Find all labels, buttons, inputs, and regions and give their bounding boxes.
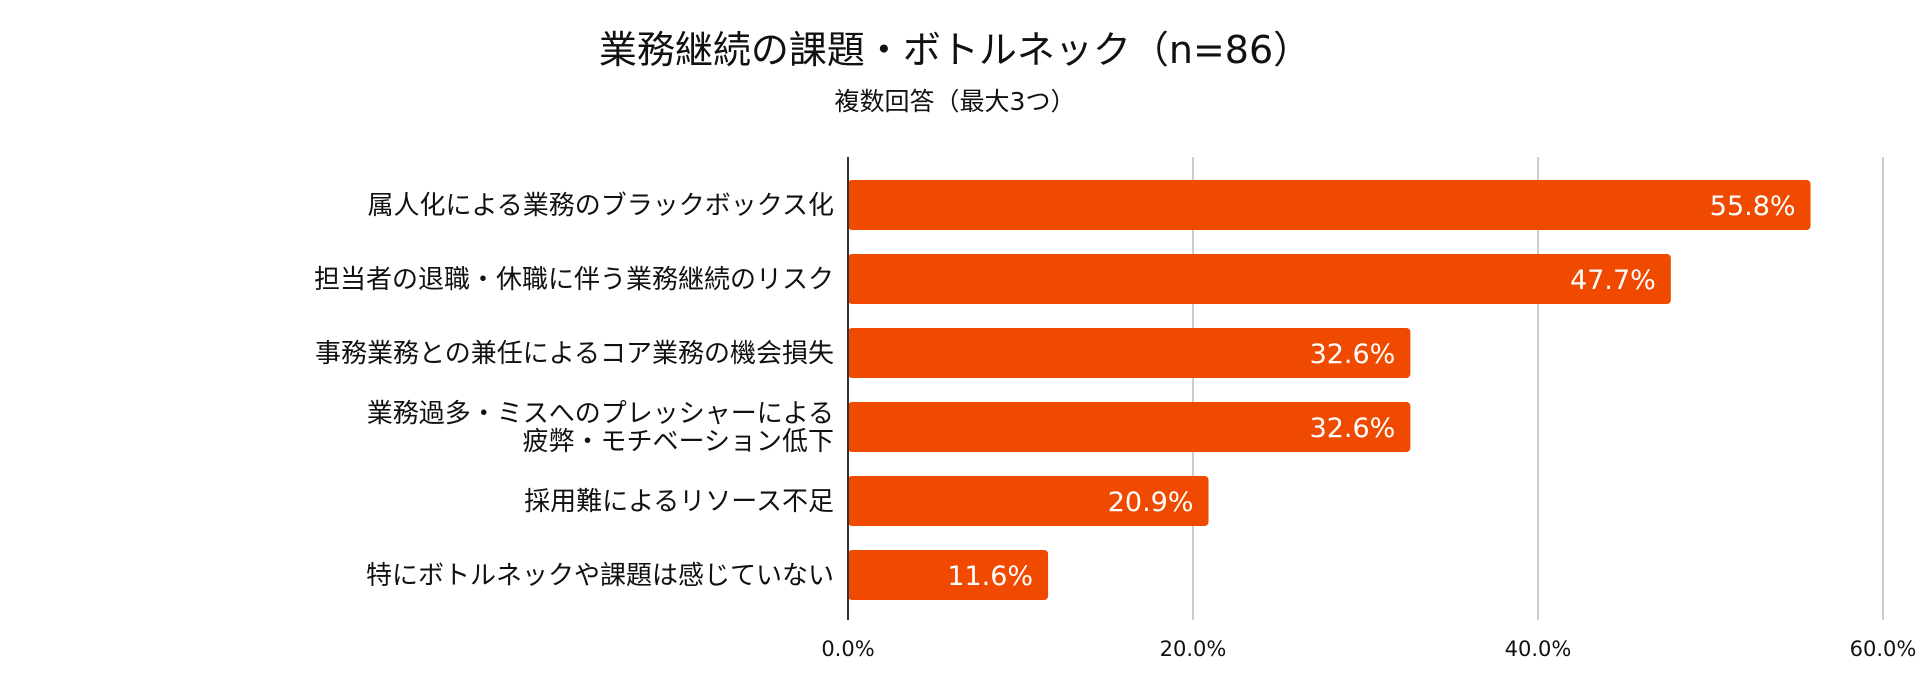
x-axis-tick-labels: 0.0% 20.0% 40.0% 60.0%: [821, 637, 1916, 661]
bar-value-label: 32.6%: [1310, 413, 1396, 444]
x-tick-label: 60.0%: [1850, 637, 1917, 661]
category-label: 採用難によるリソース不足: [524, 487, 834, 517]
bar: [848, 180, 1811, 230]
bar-value-label: 32.6%: [1310, 339, 1396, 370]
category-label: 特にボトルネックや課題は感じていない: [366, 561, 834, 591]
chart-title: 業務継続の課題・ボトルネック（n=86）: [599, 28, 1311, 72]
category-label: 属人化による業務のブラックボックス化: [368, 191, 834, 221]
bar-value-label: 20.9%: [1108, 487, 1194, 518]
bar: [848, 402, 1411, 452]
bar-value-label: 55.8%: [1710, 191, 1796, 222]
bar: [848, 254, 1671, 304]
bar: [848, 328, 1411, 378]
category-label: 業務過多・ミスへのプレッシャーによる: [367, 399, 834, 429]
x-tick-label: 0.0%: [821, 637, 874, 661]
category-label: 疲弊・モチベーション低下: [523, 427, 834, 457]
grid-lines: [1192, 157, 1884, 620]
category-labels: 属人化による業務のブラックボックス化担当者の退職・休職に伴う業務継続のリスク事務…: [314, 191, 834, 591]
category-label: 事務業務との兼任によるコア業務の機会損失: [315, 339, 834, 369]
bars: 55.8% 47.7% 32.6% 32.6% 20.9% 11.6%: [848, 180, 1811, 600]
category-label: 担当者の退職・休職に伴う業務継続のリスク: [314, 265, 834, 295]
x-tick-label: 40.0%: [1505, 637, 1572, 661]
bar: [848, 550, 1049, 600]
bar: [848, 476, 1209, 526]
chart-subtitle: 複数回答（最大3つ）: [835, 87, 1076, 116]
x-tick-label: 20.0%: [1160, 637, 1227, 661]
bar-value-label: 11.6%: [947, 561, 1033, 592]
bar-value-label: 47.7%: [1570, 265, 1656, 296]
